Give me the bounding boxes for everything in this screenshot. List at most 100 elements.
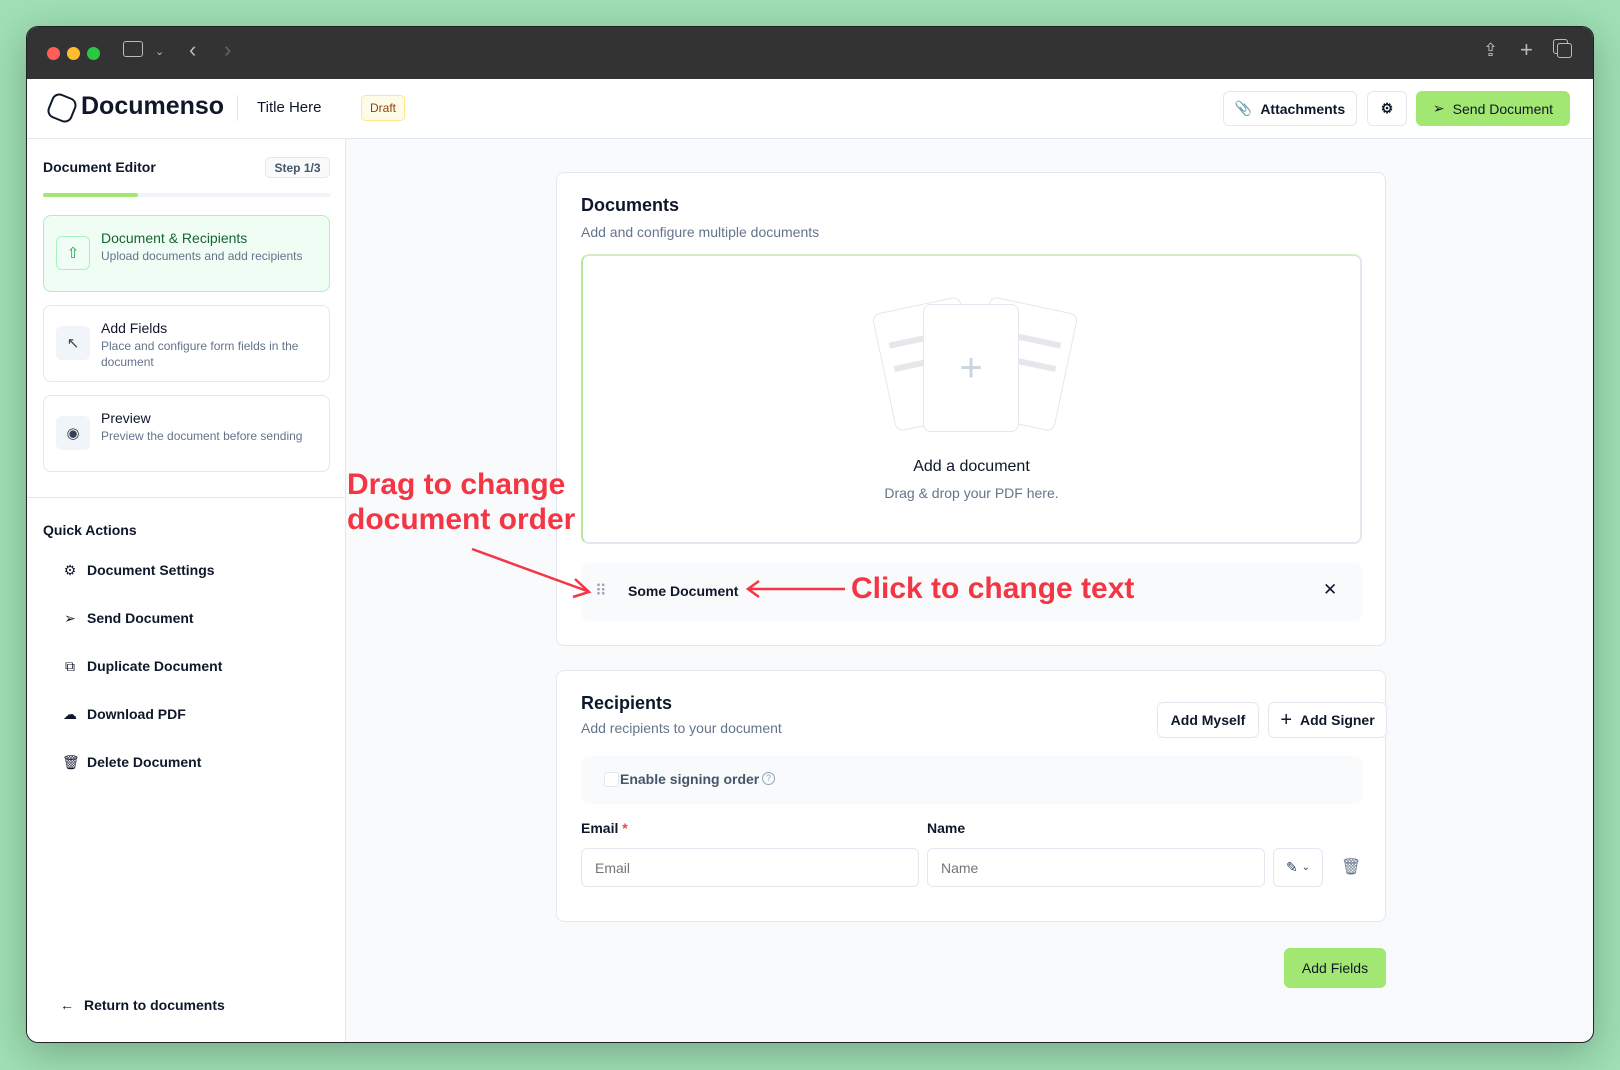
maximize-window-button[interactable] xyxy=(87,47,100,60)
step-preview[interactable]: ◉ Preview Preview the document before se… xyxy=(43,395,330,472)
annotation-drag: Drag to change document order xyxy=(347,467,575,537)
quick-action-label: Download PDF xyxy=(87,706,186,722)
documents-card: Documents Add and configure multiple doc… xyxy=(556,172,1386,646)
eye-icon: ◉ xyxy=(56,416,90,450)
attachments-button[interactable]: 📎 Attachments xyxy=(1223,91,1357,126)
step-title: Document & Recipients xyxy=(101,230,248,246)
signing-order-label[interactable]: Enable signing order xyxy=(620,771,760,787)
quick-action-label: Delete Document xyxy=(87,754,202,770)
brand-name[interactable]: Documenso xyxy=(81,92,225,120)
status-badge: Draft xyxy=(361,95,405,121)
step-desc: Place and configure form fields in the d… xyxy=(101,339,299,369)
document-title[interactable]: Title Here xyxy=(257,99,322,116)
sidebar-title: Document Editor xyxy=(43,159,156,175)
chevron-down-icon[interactable]: ⌄ xyxy=(155,46,165,58)
cursor-icon: ↖ xyxy=(56,326,90,360)
attachments-label: Attachments xyxy=(1260,100,1346,117)
step-desc: Upload documents and add recipients xyxy=(101,249,303,263)
back-icon[interactable]: ‹ xyxy=(189,37,197,62)
progress-fill xyxy=(43,193,138,197)
quick-action-send-document[interactable]: ➢ Send Document xyxy=(62,608,194,628)
document-dropzone[interactable]: + Add a document Drag & drop your PDF he… xyxy=(581,254,1362,544)
add-fields-button[interactable]: Add Fields xyxy=(1284,948,1386,988)
plus-icon: + xyxy=(1280,708,1292,731)
help-icon[interactable]: ? xyxy=(762,772,775,785)
quick-action-label: Send Document xyxy=(87,610,194,626)
documents-title: Documents xyxy=(581,195,680,215)
quick-action-label: Duplicate Document xyxy=(87,658,223,674)
new-tab-icon[interactable]: + xyxy=(1520,37,1533,62)
sidebar-toggle-icon[interactable] xyxy=(123,41,143,57)
gear-icon: ⚙ xyxy=(1380,100,1394,116)
dropzone-subtitle: Drag & drop your PDF here. xyxy=(884,485,1059,501)
document-list-item: ⠿ Some Document ✕ xyxy=(581,563,1362,621)
drag-arrow xyxy=(471,547,588,593)
quick-action-duplicate-document[interactable]: ⧉ Duplicate Document xyxy=(62,656,222,676)
header-divider xyxy=(237,95,238,121)
sidebar-divider xyxy=(27,497,346,498)
step-title: Add Fields xyxy=(101,320,168,336)
add-myself-button[interactable]: Add Myself xyxy=(1157,702,1259,738)
annotation-click: Click to change text xyxy=(851,572,1135,605)
click-arrowhead xyxy=(745,579,760,599)
email-label-text: Email xyxy=(581,820,619,836)
share-icon[interactable]: ⇪ xyxy=(1483,40,1499,60)
paperclip-icon: 📎 xyxy=(1234,100,1253,116)
settings-button[interactable]: ⚙ xyxy=(1367,91,1407,126)
recipients-title: Recipients xyxy=(581,693,673,713)
return-label: Return to documents xyxy=(84,997,225,1013)
browser-window: ⌄ ‹ › ⇪ + Documenso Title Here Draft 📎 At… xyxy=(26,26,1594,1043)
quick-action-document-settings[interactable]: ⚙ Document Settings xyxy=(62,560,215,580)
quick-action-download-pdf[interactable]: ☁ Download PDF xyxy=(62,704,186,724)
recipients-card: Recipients Add recipients to your docume… xyxy=(556,670,1387,922)
arrow-left-icon: ← xyxy=(60,997,74,1013)
documents-subtitle: Add and configure multiple documents xyxy=(581,224,820,240)
delete-recipient-icon[interactable]: 🗑 xyxy=(1341,859,1362,876)
name-label: Name xyxy=(927,820,966,836)
step-badge: Step 1/3 xyxy=(265,157,330,178)
forward-icon[interactable]: › xyxy=(224,37,232,62)
signing-order-checkbox[interactable] xyxy=(604,772,619,787)
quick-action-label: Document Settings xyxy=(87,562,215,578)
browser-titlebar: ⌄ ‹ › ⇪ + xyxy=(27,27,1593,79)
duplicate-icon: ⧉ xyxy=(65,657,75,674)
app-header: Documenso Title Here Draft 📎 Attachments … xyxy=(27,79,1593,139)
send-document-button[interactable]: ➢ Send Document xyxy=(1416,91,1570,126)
plus-icon: + xyxy=(923,304,1019,432)
progress-bar xyxy=(43,193,330,197)
name-input[interactable] xyxy=(927,848,1265,887)
step-title: Preview xyxy=(101,410,151,426)
send-icon: ➢ xyxy=(64,609,76,626)
drag-arrowhead xyxy=(572,578,592,599)
signer-role-select[interactable]: ✎ ⌄ xyxy=(1273,848,1323,887)
cloud-download-icon: ☁ xyxy=(63,705,77,722)
sidebar: Document Editor Step 1/3 ⇧ Document & Re… xyxy=(27,139,346,1042)
step-add-fields[interactable]: ↖ Add Fields Place and configure form fi… xyxy=(43,305,330,382)
required-mark: * xyxy=(622,820,628,836)
close-window-button[interactable] xyxy=(47,47,60,60)
annotation-drag-line2: document order xyxy=(347,503,576,536)
send-document-label: Send Document xyxy=(1452,100,1554,117)
tabs-overview-icon[interactable] xyxy=(1557,43,1572,58)
send-icon: ➢ xyxy=(1432,100,1445,116)
pen-icon: ✎ xyxy=(1285,859,1298,875)
trash-icon: 🗑 xyxy=(62,753,80,770)
upload-icon: ⇧ xyxy=(56,236,90,270)
gear-icon: ⚙ xyxy=(63,561,77,578)
annotation-drag-line1: Drag to change xyxy=(347,468,566,501)
annotation-arrows xyxy=(471,547,845,599)
email-label: Email * xyxy=(581,820,628,836)
minimize-window-button[interactable] xyxy=(67,47,80,60)
signing-order-box: Enable signing order ? xyxy=(581,756,1362,804)
add-signer-button[interactable]: + Add Signer xyxy=(1268,702,1387,738)
quick-action-delete-document[interactable]: 🗑 Delete Document xyxy=(62,752,201,772)
drag-handle-icon[interactable]: ⠿ xyxy=(595,583,607,600)
recipients-subtitle: Add recipients to your document xyxy=(581,720,782,736)
email-input[interactable] xyxy=(581,848,919,887)
document-name[interactable]: Some Document xyxy=(628,583,739,599)
remove-document-icon[interactable]: ✕ xyxy=(1323,580,1338,599)
add-signer-label: Add Signer xyxy=(1300,712,1375,728)
return-to-documents-link[interactable]: ← Return to documents xyxy=(59,995,225,1015)
step-desc: Preview the document before sending xyxy=(101,429,303,443)
step-document-recipients[interactable]: ⇧ Document & Recipients Upload documents… xyxy=(43,215,330,292)
